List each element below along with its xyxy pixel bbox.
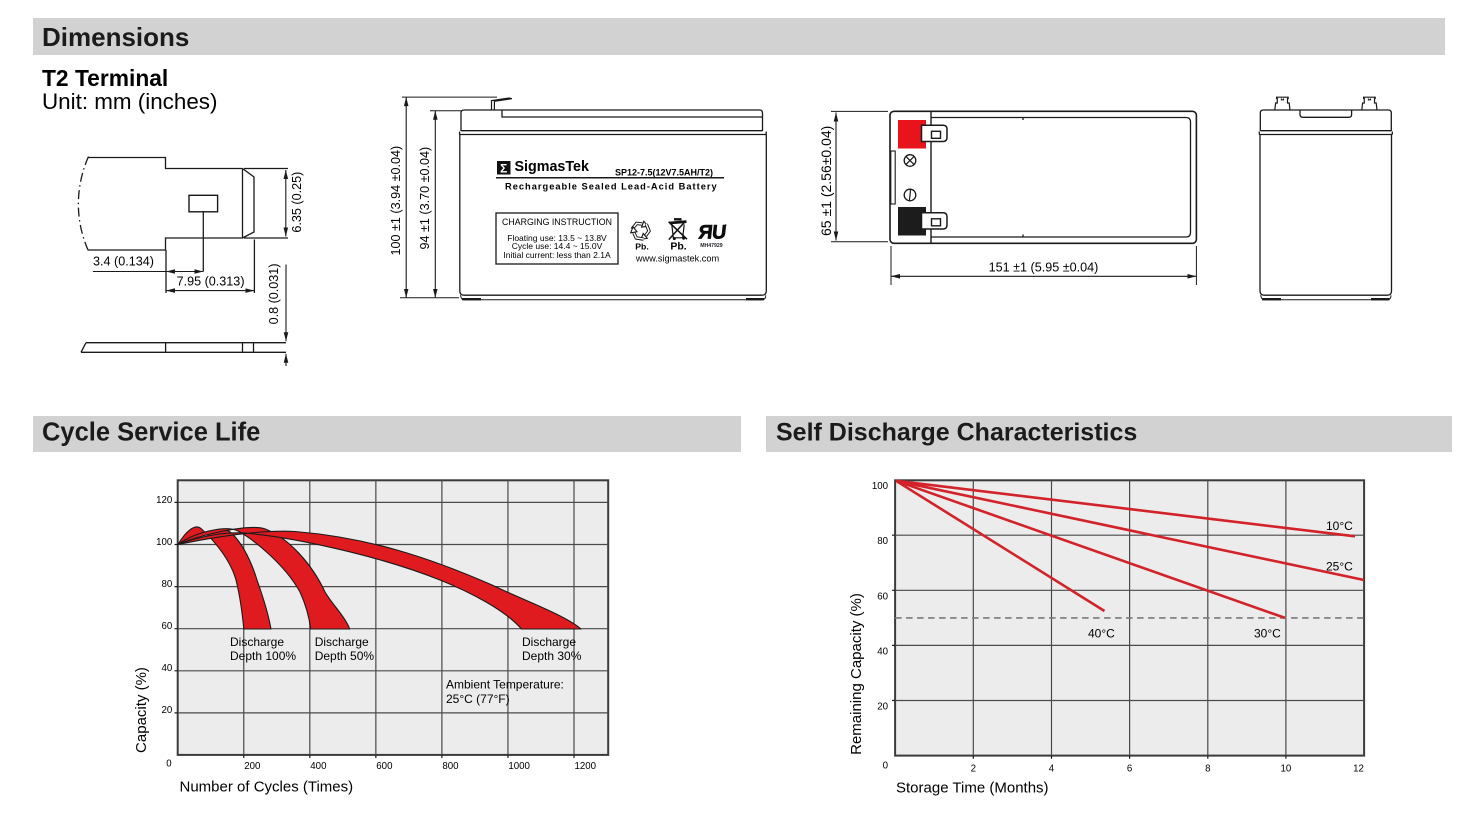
svg-text:20: 20 xyxy=(877,702,888,713)
svg-text:Self Discharge Characteristics: Self Discharge Characteristics xyxy=(776,419,1137,447)
svg-text:120: 120 xyxy=(156,495,173,506)
svg-text:40°C: 40°C xyxy=(1088,627,1115,641)
svg-text:Pb.: Pb. xyxy=(670,240,686,252)
svg-text:T2 Terminal: T2 Terminal xyxy=(42,65,168,91)
svg-text:Discharge: Discharge xyxy=(315,635,369,649)
svg-text:3.4 (0.134): 3.4 (0.134) xyxy=(93,254,154,268)
svg-text:8: 8 xyxy=(1205,764,1210,775)
svg-text:www.sigmastek.com: www.sigmastek.com xyxy=(635,254,720,264)
svg-text:Dimensions: Dimensions xyxy=(42,22,189,52)
svg-text:Depth 50%: Depth 50% xyxy=(315,649,375,663)
svg-text:Storage Time (Months): Storage Time (Months) xyxy=(896,780,1049,797)
svg-text:Floating use: 13.5 ~ 13.8V: Floating use: 13.5 ~ 13.8V xyxy=(507,233,607,243)
svg-text:200: 200 xyxy=(244,761,261,772)
svg-text:1000: 1000 xyxy=(508,761,530,772)
svg-text:600: 600 xyxy=(376,761,393,772)
svg-text:100: 100 xyxy=(156,537,173,548)
svg-text:25°C: 25°C xyxy=(1326,560,1353,574)
svg-text:100: 100 xyxy=(872,481,889,492)
svg-text:Cycle use: 14.4 ~ 15.0V: Cycle use: 14.4 ~ 15.0V xyxy=(512,241,603,251)
svg-text:6.35 (0.25): 6.35 (0.25) xyxy=(290,172,304,233)
svg-text:60: 60 xyxy=(877,591,888,602)
svg-text:Capacity (%): Capacity (%) xyxy=(133,667,150,753)
svg-text:R: R xyxy=(697,221,713,243)
svg-text:40: 40 xyxy=(162,663,173,674)
svg-text:1200: 1200 xyxy=(575,761,597,772)
svg-text:100 ±1 (3.94 ±0.04): 100 ±1 (3.94 ±0.04) xyxy=(389,146,403,256)
svg-text:CHARGING INSTRUCTION: CHARGING INSTRUCTION xyxy=(502,217,612,227)
svg-text:10: 10 xyxy=(1281,764,1292,775)
svg-text:7.95 (0.313): 7.95 (0.313) xyxy=(177,274,245,288)
svg-text:Number of Cycles (Times): Number of Cycles (Times) xyxy=(180,779,354,796)
svg-text:30°C: 30°C xyxy=(1254,627,1281,641)
svg-text:80: 80 xyxy=(877,536,888,547)
svg-text:Initial current: less than 2.1: Initial current: less than 2.1A xyxy=(503,250,611,260)
svg-text:151 ±1 (5.95 ±0.04): 151 ±1 (5.95 ±0.04) xyxy=(989,261,1099,275)
svg-text:0: 0 xyxy=(883,760,889,771)
svg-text:SP12-7.5(12V7.5AH/T2): SP12-7.5(12V7.5AH/T2) xyxy=(615,168,713,178)
svg-text:Rechargeable Sealed Lead-Acid: Rechargeable Sealed Lead-Acid Battery xyxy=(505,182,718,192)
svg-text:12: 12 xyxy=(1353,764,1364,775)
svg-text:25°C (77°F): 25°C (77°F) xyxy=(446,692,510,706)
svg-text:6: 6 xyxy=(1127,764,1132,775)
svg-text:400: 400 xyxy=(310,761,327,772)
svg-text:800: 800 xyxy=(442,761,459,772)
svg-text:10°C: 10°C xyxy=(1326,519,1353,533)
svg-text:2: 2 xyxy=(971,764,976,775)
svg-text:0: 0 xyxy=(166,759,172,770)
svg-text:4: 4 xyxy=(1049,764,1055,775)
svg-text:40: 40 xyxy=(877,646,888,657)
svg-text:80: 80 xyxy=(162,579,173,590)
svg-text:U: U xyxy=(711,221,727,243)
svg-text:60: 60 xyxy=(162,621,173,632)
svg-text:20: 20 xyxy=(162,705,173,716)
svg-text:65 ±1 (2.56±0.04): 65 ±1 (2.56±0.04) xyxy=(818,126,834,236)
svg-text:Discharge: Discharge xyxy=(230,635,284,649)
svg-text:SigmasTek: SigmasTek xyxy=(515,159,589,175)
svg-text:0.8 (0.031): 0.8 (0.031) xyxy=(267,263,281,324)
svg-text:MH47929: MH47929 xyxy=(700,243,723,249)
svg-text:Ambient Temperature:: Ambient Temperature: xyxy=(446,678,564,692)
svg-text:Unit: mm (inches): Unit: mm (inches) xyxy=(42,89,217,114)
svg-text:Remaining Capacity (%): Remaining Capacity (%) xyxy=(848,593,865,755)
svg-text:Depth 30%: Depth 30% xyxy=(522,649,582,663)
svg-text:Depth 100%: Depth 100% xyxy=(230,649,296,663)
svg-text:Σ: Σ xyxy=(500,162,507,176)
svg-text:Cycle Service Life: Cycle Service Life xyxy=(42,419,260,447)
svg-text:Pb.: Pb. xyxy=(635,241,649,251)
svg-text:94 ±1 (3.70 ±0.04): 94 ±1 (3.70 ±0.04) xyxy=(418,147,432,250)
svg-text:Discharge: Discharge xyxy=(522,635,576,649)
